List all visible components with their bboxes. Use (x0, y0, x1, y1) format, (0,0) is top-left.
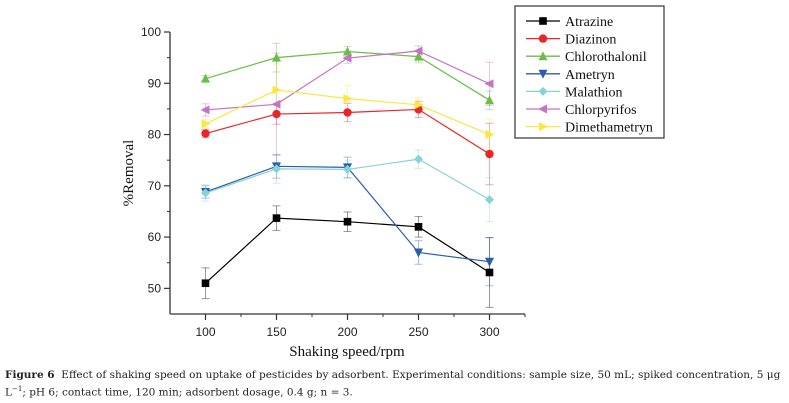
x-tick-label: 100 (195, 325, 215, 339)
legend-marker-atrazine (539, 17, 547, 25)
chlorpyrifos-point (342, 53, 352, 63)
legend-label-diazinon: Diazinon (565, 33, 616, 48)
atrazine-point (485, 268, 494, 277)
y-tick-label: 100 (141, 25, 161, 39)
figure-caption: Figure 6 Effect of shaking speed on upta… (5, 368, 785, 400)
chlorothalonil-point (414, 51, 423, 61)
dimethametryn-point (485, 130, 495, 140)
atrazine-point (414, 223, 423, 231)
legend-label-malathion: Malathion (565, 85, 623, 100)
chlorothalonil-point (201, 73, 210, 83)
y-axis-title: %Removal (121, 140, 137, 207)
caption-text-2: ; pH 6; contact time, 120 min; adsorbent… (22, 386, 353, 399)
legend-marker-ametryn (538, 69, 548, 79)
malathion-point (414, 154, 423, 164)
legend-marker-chlorpyrifos (538, 104, 547, 114)
y-tick-label: 80 (148, 128, 162, 142)
chlorothalonil-point (485, 95, 494, 105)
malathion-point (485, 195, 494, 205)
series-markers (200, 46, 495, 288)
y-tick-label: 70 (148, 179, 162, 193)
legend-label-dimethametryn: Dimethametryn (565, 121, 653, 136)
chlorpyrifos-point (413, 46, 423, 56)
error-bars (201, 42, 494, 308)
diazinon-point (272, 109, 281, 119)
legend-marker-dimethametryn (539, 122, 548, 132)
dimethametryn-point (201, 119, 211, 129)
legend-label-chlorothalonil: Chlorothalonil (565, 50, 647, 65)
legend-label-ametryn: Ametryn (565, 68, 615, 83)
caption-text: Effect of shaking speed on uptake of pes… (5, 369, 781, 399)
axes: 50 60 70 80 90 100 100 150 200 250 300 (141, 25, 526, 339)
legend-marker-malathion (538, 86, 548, 96)
chlorpyrifos-point (200, 105, 210, 115)
diazinon-point (485, 149, 494, 159)
x-tick-label: 250 (408, 325, 428, 339)
caption-label: Figure 6 (5, 369, 55, 381)
ametryn-point (414, 248, 423, 258)
atrazine-point (272, 214, 281, 222)
diazinon-point (343, 108, 352, 117)
diazinon-point (201, 129, 210, 138)
chlorothalonil-point (272, 52, 281, 62)
y-tick-label: 50 (148, 281, 162, 295)
malathion-point (201, 188, 210, 198)
caption-superscript: −1 (11, 385, 23, 393)
atrazine-point (201, 279, 210, 288)
chlorothalonil-point (343, 46, 352, 56)
x-tick-label: 300 (479, 325, 499, 339)
legend-marker-diazinon (538, 34, 548, 43)
ametryn-point (485, 257, 494, 267)
legend-label-chlorpyrifos: Chlorpyrifos (565, 103, 637, 118)
chart: 50 60 70 80 90 100 100 150 200 250 300 Shaking spe… (121, 5, 665, 360)
x-axis-title: Shaking speed/rpm (289, 344, 405, 360)
malathion-point (272, 164, 281, 174)
chlorpyrifos-point (484, 79, 494, 89)
dimethametryn-point (343, 94, 353, 104)
legend-label-atrazine: Atrazine (565, 15, 613, 30)
malathion-point (343, 164, 352, 174)
x-tick-label: 150 (266, 325, 286, 339)
atrazine-point (343, 217, 352, 226)
dimethametryn-point (272, 85, 282, 95)
x-tick-label: 200 (337, 325, 357, 339)
chlorpyrifos-point (271, 99, 281, 109)
y-tick-label: 60 (148, 230, 162, 244)
legend: Atrazine Diazinon Chlorothalonil Ametryn Mal… (514, 5, 665, 139)
y-tick-label: 90 (148, 76, 162, 90)
legend-marker-chlorothalonil (538, 51, 548, 61)
dimethametryn-point (414, 100, 424, 110)
